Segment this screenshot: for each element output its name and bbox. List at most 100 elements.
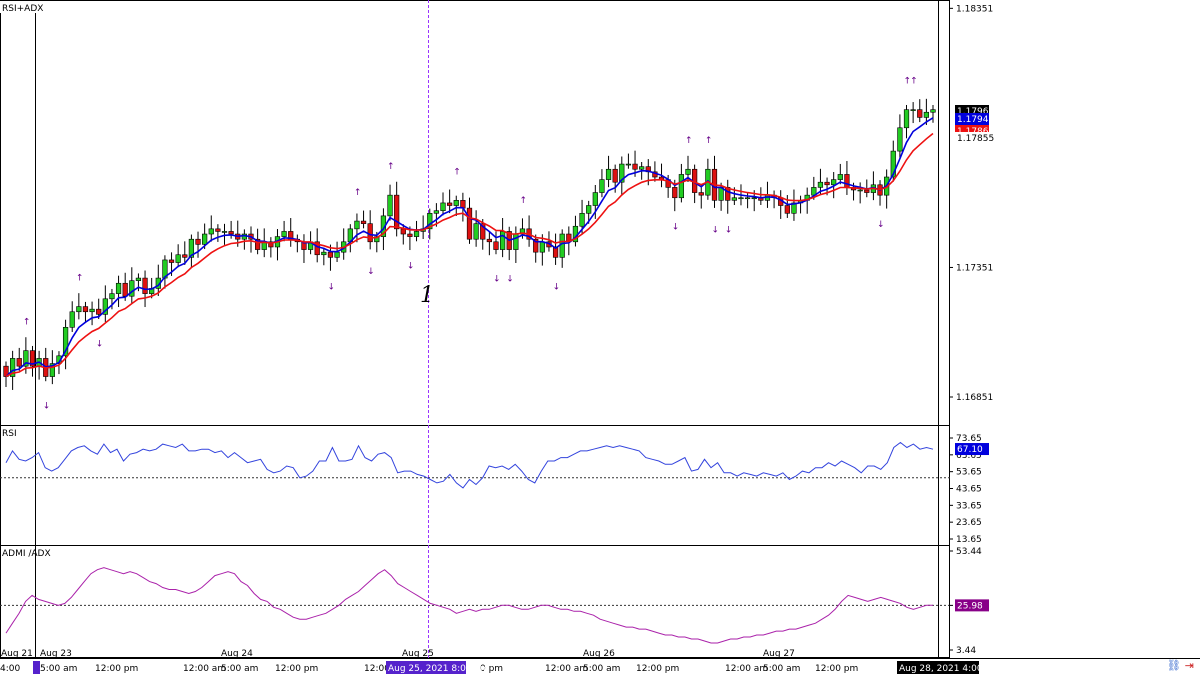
- ma-slow-line: [5, 132, 934, 378]
- time-tick-label: 12:00 pm: [636, 664, 679, 674]
- main-pane-title: RSI+ADX: [2, 4, 43, 14]
- time-tick-label: 5:00 am: [40, 664, 77, 674]
- price-tag: 1.17940: [957, 115, 994, 125]
- bearish-candle: [3, 365, 9, 377]
- buy-arrow-icon: ↑: [453, 167, 461, 177]
- date-tick-label: Aug 25: [402, 649, 434, 659]
- bearish-candle: [182, 254, 188, 258]
- rsi-pane-title: RSI: [2, 429, 17, 439]
- bullish-candle: [135, 277, 142, 281]
- buy-arrow-icon: ↑: [76, 274, 84, 284]
- bearish-candle: [632, 163, 638, 170]
- signal-arrows: ↑↓↑↓↓↑↓↑↓↑↓ ↓↑↓↓↑ ↑↓ ↓↓↑ ↑: [23, 77, 918, 412]
- adx-value-tag-bg: [955, 599, 989, 612]
- sell-arrow-icon: ↓: [407, 262, 415, 272]
- sell-arrow-icon: ↓: [327, 282, 335, 292]
- bullish-candle: [321, 251, 327, 256]
- sell-arrow-icon: ↓: [367, 267, 375, 277]
- bearish-candle: [215, 228, 221, 232]
- bullish-candle: [513, 233, 519, 250]
- bullish-candle: [175, 254, 181, 263]
- rsi-tick-label: 13.65: [956, 535, 982, 545]
- date-tick-label: Aug 23: [40, 649, 72, 659]
- bullish-candle: [559, 233, 565, 258]
- time-tick-label: 4:00: [0, 664, 20, 674]
- date-tick-label: Aug 27: [763, 649, 795, 659]
- bullish-candle: [69, 311, 75, 328]
- bearish-candle: [254, 238, 261, 250]
- rsi-tick-label: 23.65: [956, 518, 982, 528]
- sell-arrow-icon: ↓: [711, 225, 719, 235]
- bullish-candle: [831, 179, 837, 186]
- bullish-candle: [625, 163, 632, 166]
- adx-series: [5, 567, 933, 644]
- sell-arrow-icon: ↓: [506, 275, 514, 285]
- rsi-value-tag: 67.10: [957, 445, 983, 455]
- expand-icon[interactable]: ⇥: [1184, 659, 1194, 672]
- bearish-candle: [447, 202, 453, 206]
- sell-arrow-icon: ↓: [43, 402, 51, 412]
- bullish-candle: [387, 194, 393, 217]
- price-axis: 1.18351 1.17351 1.16851 73.65 63.65 53.65 43.6…: [949, 4, 994, 656]
- date-tick-label: Aug 24: [221, 649, 253, 659]
- scroll-marker[interactable]: [33, 661, 40, 674]
- bullish-candle: [334, 251, 340, 258]
- bullish-candle: [923, 111, 929, 118]
- bullish-candle: [221, 231, 228, 233]
- bearish-candle: [96, 308, 102, 315]
- bearish-candle: [407, 233, 413, 237]
- bullish-candle: [605, 168, 612, 180]
- sell-arrow-icon: ↓: [96, 339, 104, 349]
- bullish-candle: [738, 197, 744, 200]
- rsi-value-tag-bg: [955, 443, 989, 456]
- buy-arrow-icon: ↑: [685, 136, 693, 146]
- buy-arrow-icon: ↑: [705, 136, 713, 146]
- bullish-candle: [433, 210, 440, 214]
- bearish-candle: [725, 187, 731, 201]
- adx-line: [5, 567, 933, 644]
- bullish-candle: [519, 228, 526, 235]
- bearish-candle: [466, 207, 473, 240]
- bullish-candle: [23, 350, 29, 367]
- bearish-candle: [82, 306, 89, 313]
- bearish-candle: [672, 187, 678, 199]
- buy-arrow-icon: ↑: [354, 188, 362, 198]
- bullish-candle: [592, 192, 598, 206]
- sell-arrow-icon: ↓: [672, 223, 680, 233]
- bullish-candle: [453, 200, 459, 206]
- bearish-candle: [142, 277, 148, 294]
- bearish-candle: [314, 241, 320, 256]
- bearish-candle: [327, 251, 334, 258]
- bullish-candle: [586, 205, 592, 214]
- last-bar-time-tag-bg: [897, 661, 979, 674]
- handwritten-annotation: 1: [420, 283, 434, 308]
- time-tick-label: 12:00: [364, 664, 390, 674]
- bullish-candle: [539, 241, 545, 253]
- buy-arrow-icon: ↑: [519, 196, 527, 206]
- bearish-candle: [864, 189, 870, 193]
- rsi-tick-label: 73.65: [956, 434, 982, 444]
- buy-arrow-icon: ↑: [904, 77, 912, 87]
- bearish-candle: [228, 231, 234, 235]
- bearish-candle: [460, 200, 466, 209]
- link-icon[interactable]: ⛓: [1166, 659, 1181, 672]
- bearish-candle: [168, 259, 175, 263]
- sell-arrow-icon: ↓: [493, 275, 501, 285]
- sell-arrow-icon: ↓: [877, 220, 885, 230]
- bearish-candle: [552, 246, 559, 258]
- bullish-candle: [354, 220, 360, 230]
- bearish-candle: [122, 282, 128, 297]
- bearish-candle: [824, 181, 830, 186]
- time-tick-label: 0 pm: [480, 664, 503, 674]
- time-tick-label: 12:00 am: [183, 664, 226, 674]
- bullish-candle: [599, 179, 605, 193]
- bearish-candle: [400, 228, 406, 235]
- bullish-candle: [109, 293, 115, 300]
- bearish-candle: [533, 238, 539, 253]
- price-tick-label: 1.16851: [956, 393, 993, 403]
- bearish-candle: [784, 205, 790, 214]
- bullish-candle: [817, 181, 824, 188]
- bearish-candle: [844, 174, 850, 188]
- buy-arrow-icon: ↑: [387, 162, 395, 172]
